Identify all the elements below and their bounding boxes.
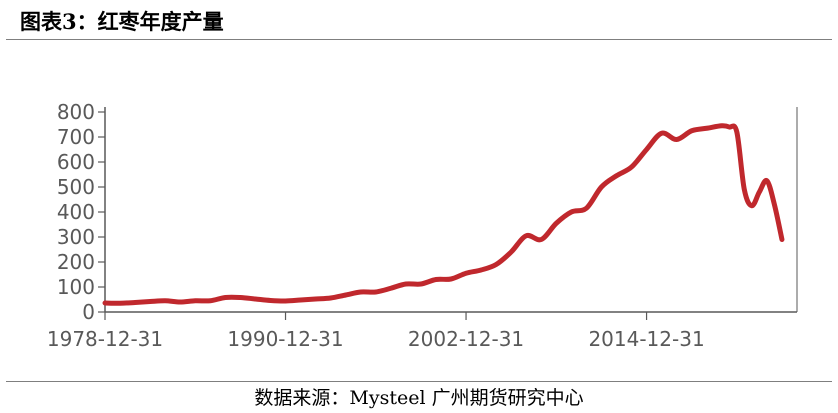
y-tick-label: 400	[57, 200, 95, 224]
y-tick-label: 200	[57, 250, 95, 274]
x-tick-label: 1978-12-31	[47, 327, 163, 351]
bottom-divider	[6, 381, 832, 382]
y-tick-label: 100	[57, 275, 95, 299]
series-line	[102, 123, 785, 306]
x-ticks: 1978-12-31 1990-12-31 2002-12-31 2014-12-31	[47, 312, 705, 351]
y-tick-label: 500	[57, 175, 95, 199]
series-layer	[102, 123, 785, 306]
chart-title: 图表3：红枣年度产量	[20, 9, 224, 34]
y-tick-label: 0	[82, 300, 95, 324]
y-tick-label: 300	[57, 225, 95, 249]
source-note: 数据来源：Mysteel 广州期货研究中心	[254, 387, 584, 409]
x-tick-label: 1990-12-31	[227, 327, 343, 351]
y-tick-label: 600	[57, 150, 95, 174]
y-tick-label: 800	[57, 100, 95, 124]
y-tick-label: 700	[57, 125, 95, 149]
x-tick-label: 2014-12-31	[588, 327, 704, 351]
x-tick-label: 2002-12-31	[408, 327, 524, 351]
plot-frame	[104, 107, 798, 313]
top-divider	[6, 39, 832, 40]
